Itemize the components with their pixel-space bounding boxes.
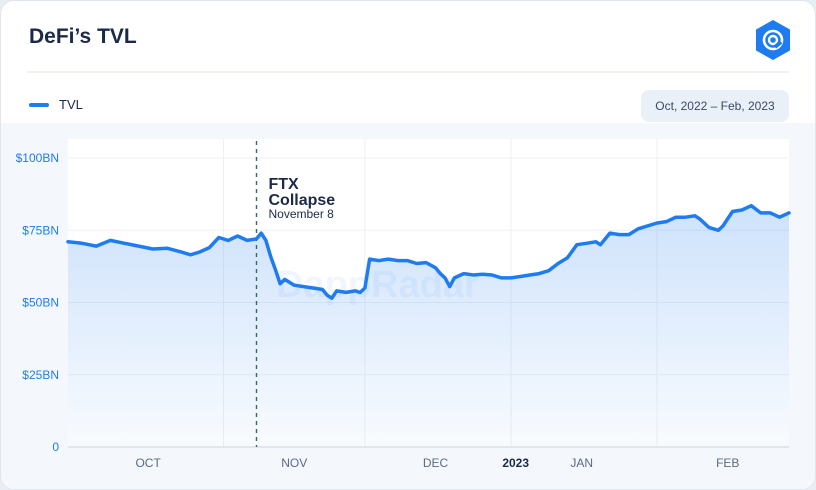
x-tick-label: 2023 [502,456,529,470]
date-range-selector[interactable]: Oct, 2022 – Feb, 2023 [641,90,789,122]
annotation-subtitle: November 8 [268,207,334,221]
annotation-title-line1: FTX [268,176,299,193]
y-tick-label: 0 [52,440,59,454]
x-tick-label: OCT [135,456,161,470]
y-tick-label: $100BN [16,151,59,165]
x-tick-label: NOV [281,456,307,470]
tvl-series-line[interactable] [66,203,791,300]
x-tick-label: FEB [716,456,739,470]
chart-legend[interactable]: TVL [29,97,83,112]
x-tick-label: JAN [570,456,593,470]
dappradar-logo-icon[interactable] [751,18,795,62]
x-tick-label: DEC [423,456,449,470]
annotation-title-line2: Collapse [268,192,335,209]
legend-label: TVL [59,97,83,112]
tvl-area-fill [68,205,789,447]
y-tick-label: $50BN [22,296,59,310]
y-tick-label: $75BN [22,223,59,237]
header-divider [27,71,789,73]
legend-swatch [29,102,49,107]
y-tick-label: $25BN [22,368,59,382]
chart-title: DeFi’s TVL [29,25,137,48]
